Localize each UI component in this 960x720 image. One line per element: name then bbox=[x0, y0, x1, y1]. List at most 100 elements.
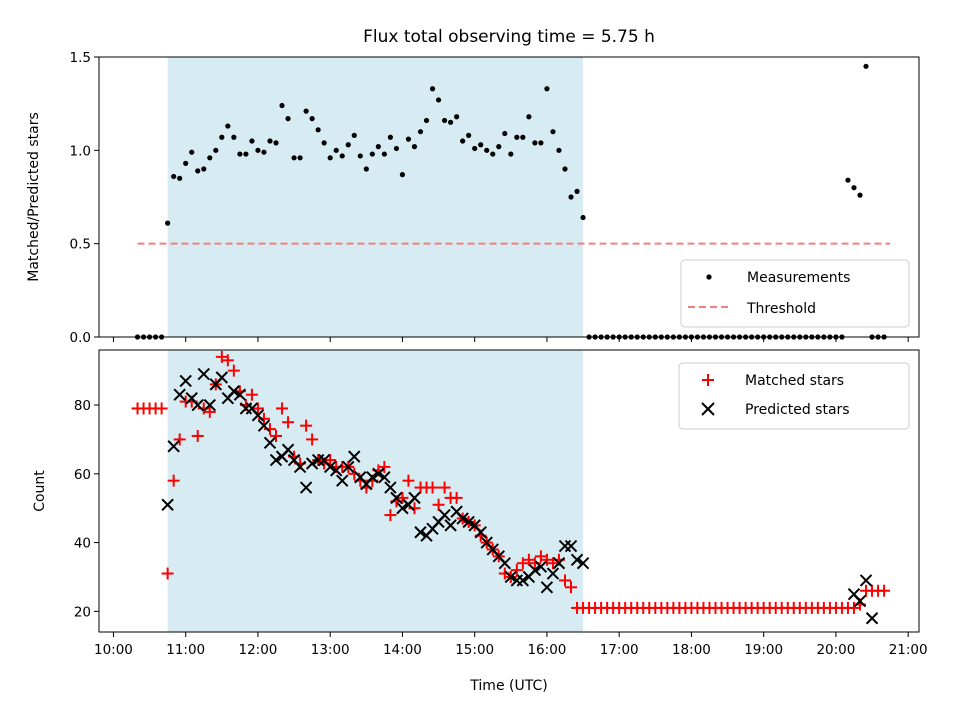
measurement-point bbox=[231, 134, 237, 140]
legend-predicted-marker bbox=[701, 402, 715, 416]
matched-star-point bbox=[257, 412, 270, 425]
predicted-star-point bbox=[540, 581, 554, 594]
measurement-point bbox=[387, 134, 393, 140]
legend-threshold-label: Threshold bbox=[746, 301, 816, 317]
measurement-point bbox=[255, 147, 261, 153]
measurement-point bbox=[435, 97, 442, 103]
y-tick-label: 40 bbox=[74, 536, 91, 552]
measurement-point bbox=[177, 175, 183, 181]
predicted-star-point bbox=[384, 481, 397, 494]
matched-star-point bbox=[221, 354, 234, 367]
x-tick-label: 20:00 bbox=[816, 642, 855, 658]
matched-star-point bbox=[155, 402, 168, 415]
measurement-point bbox=[845, 177, 851, 183]
legend-predicted-label: Predicted stars bbox=[745, 402, 850, 418]
predicted-star-point bbox=[528, 563, 542, 577]
measurement-point bbox=[171, 173, 177, 180]
x-tick-label: 14:00 bbox=[383, 642, 422, 658]
y-tick-label: 60 bbox=[74, 467, 91, 483]
measurement-point bbox=[321, 140, 327, 146]
measurement-point bbox=[520, 134, 526, 140]
measurement-point bbox=[532, 140, 538, 146]
measurement-point bbox=[466, 132, 472, 138]
matched-star-point bbox=[173, 433, 186, 446]
observing-window-shade bbox=[167, 350, 584, 632]
predicted-star-point bbox=[342, 460, 355, 474]
matched-star-point bbox=[306, 433, 319, 446]
predicted-star-point bbox=[173, 388, 186, 401]
predicted-star-point bbox=[215, 371, 229, 384]
y-tick-label: 80 bbox=[74, 398, 91, 414]
y-tick-label: 1.0 bbox=[70, 143, 91, 159]
measurement-point bbox=[411, 144, 418, 150]
predicted-star-point bbox=[865, 612, 879, 625]
measurement-point bbox=[514, 134, 520, 140]
measurement-point bbox=[279, 102, 285, 109]
count-y-axis-label: Count bbox=[32, 470, 48, 512]
matched-star-point bbox=[215, 350, 228, 363]
count-legend-box bbox=[678, 362, 910, 430]
measurement-point bbox=[183, 160, 189, 166]
measurement-point bbox=[405, 136, 412, 142]
predicted-star-point bbox=[161, 498, 174, 511]
measurement-point bbox=[357, 153, 363, 159]
matched-star-point bbox=[167, 474, 180, 487]
measurement-point bbox=[213, 147, 219, 153]
measurement-point bbox=[502, 130, 508, 137]
measurement-point bbox=[556, 147, 562, 153]
y-tick-label: 1.5 bbox=[70, 50, 91, 66]
predicted-star-point bbox=[323, 460, 337, 474]
predicted-star-point bbox=[233, 388, 247, 401]
predicted-star-point bbox=[227, 385, 241, 398]
predicted-star-point bbox=[203, 398, 216, 412]
ratio-panel: 0.0 0.5 1.0 1.5 Flux total observing time =… bbox=[26, 27, 920, 346]
predicted-star-point bbox=[251, 409, 265, 422]
y-tick-label: 0.5 bbox=[70, 237, 91, 253]
legend-matched-marker bbox=[702, 374, 714, 386]
measurement-point bbox=[393, 145, 400, 152]
predicted-star-point bbox=[330, 464, 343, 477]
predicted-star-point bbox=[396, 501, 409, 515]
legend-measurements-label: Measurements bbox=[747, 270, 850, 286]
matched-star-point bbox=[438, 481, 451, 494]
predicted-star-point bbox=[534, 560, 548, 573]
ratio-legend-box bbox=[680, 259, 910, 328]
predicted-star-point bbox=[552, 557, 566, 570]
matched-star-point bbox=[516, 557, 529, 570]
measurement-point bbox=[417, 129, 424, 135]
measurement-point bbox=[423, 117, 430, 124]
predicted-star-point bbox=[859, 574, 873, 587]
predicted-star-point bbox=[191, 398, 204, 412]
matched-star-point bbox=[426, 481, 439, 494]
predicted-star-point bbox=[167, 440, 180, 453]
measurement-point bbox=[237, 151, 243, 157]
measurement-point bbox=[508, 151, 514, 157]
legend-matched-label: Matched stars bbox=[745, 373, 844, 389]
count-legend: Matched stars Predicted stars bbox=[678, 362, 910, 430]
matched-star-point bbox=[402, 474, 415, 487]
matched-star-point bbox=[522, 553, 535, 566]
x-axis-label: Time (UTC) bbox=[469, 678, 547, 694]
predicted-star-point bbox=[390, 491, 403, 505]
measurement-point bbox=[441, 117, 448, 124]
measurement-point bbox=[219, 134, 225, 140]
measurement-point bbox=[460, 138, 466, 144]
predicted-star-point bbox=[564, 539, 578, 553]
predicted-star-point bbox=[504, 570, 518, 584]
measurement-point bbox=[550, 129, 556, 135]
matched-star-point bbox=[565, 581, 578, 594]
count-x-ticks: 10:00 11:00 12:00 13:00 14:00 15:00 16:00 17:00… bbox=[94, 632, 928, 658]
matched-star-point bbox=[300, 419, 313, 432]
measurement-point bbox=[399, 172, 406, 178]
matched-star-point bbox=[378, 460, 391, 473]
predicted-star-point bbox=[570, 553, 584, 566]
y-tick-label: 0.0 bbox=[70, 330, 91, 346]
predicted-star-point bbox=[498, 557, 511, 570]
observing-window-shade bbox=[167, 57, 584, 337]
predicted-star-point bbox=[414, 526, 427, 539]
measurement-point bbox=[207, 155, 213, 161]
measurement-point bbox=[538, 140, 544, 146]
predicted-star-point bbox=[366, 471, 379, 484]
matched-star-point bbox=[498, 567, 511, 580]
